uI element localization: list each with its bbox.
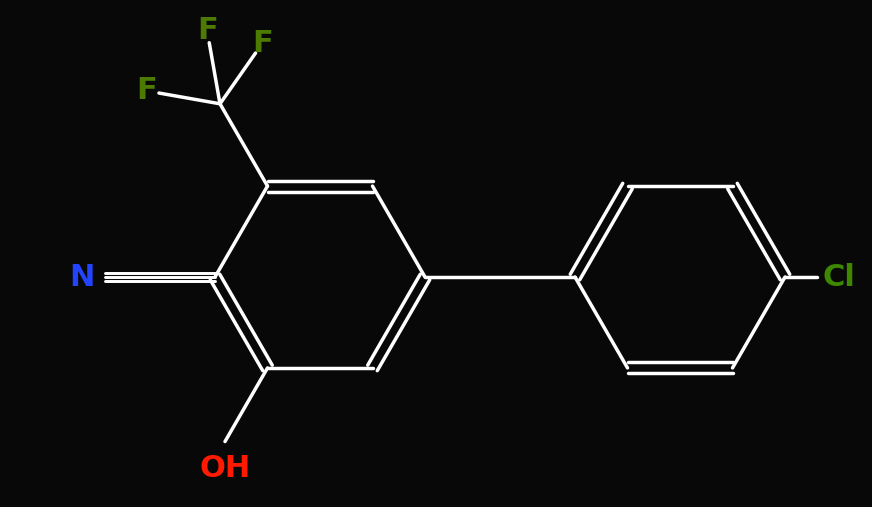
Text: N: N [70,263,95,292]
Text: OH: OH [200,454,250,483]
Text: Cl: Cl [823,263,856,292]
Text: F: F [252,29,273,58]
Text: F: F [137,77,158,105]
Text: F: F [197,16,217,46]
